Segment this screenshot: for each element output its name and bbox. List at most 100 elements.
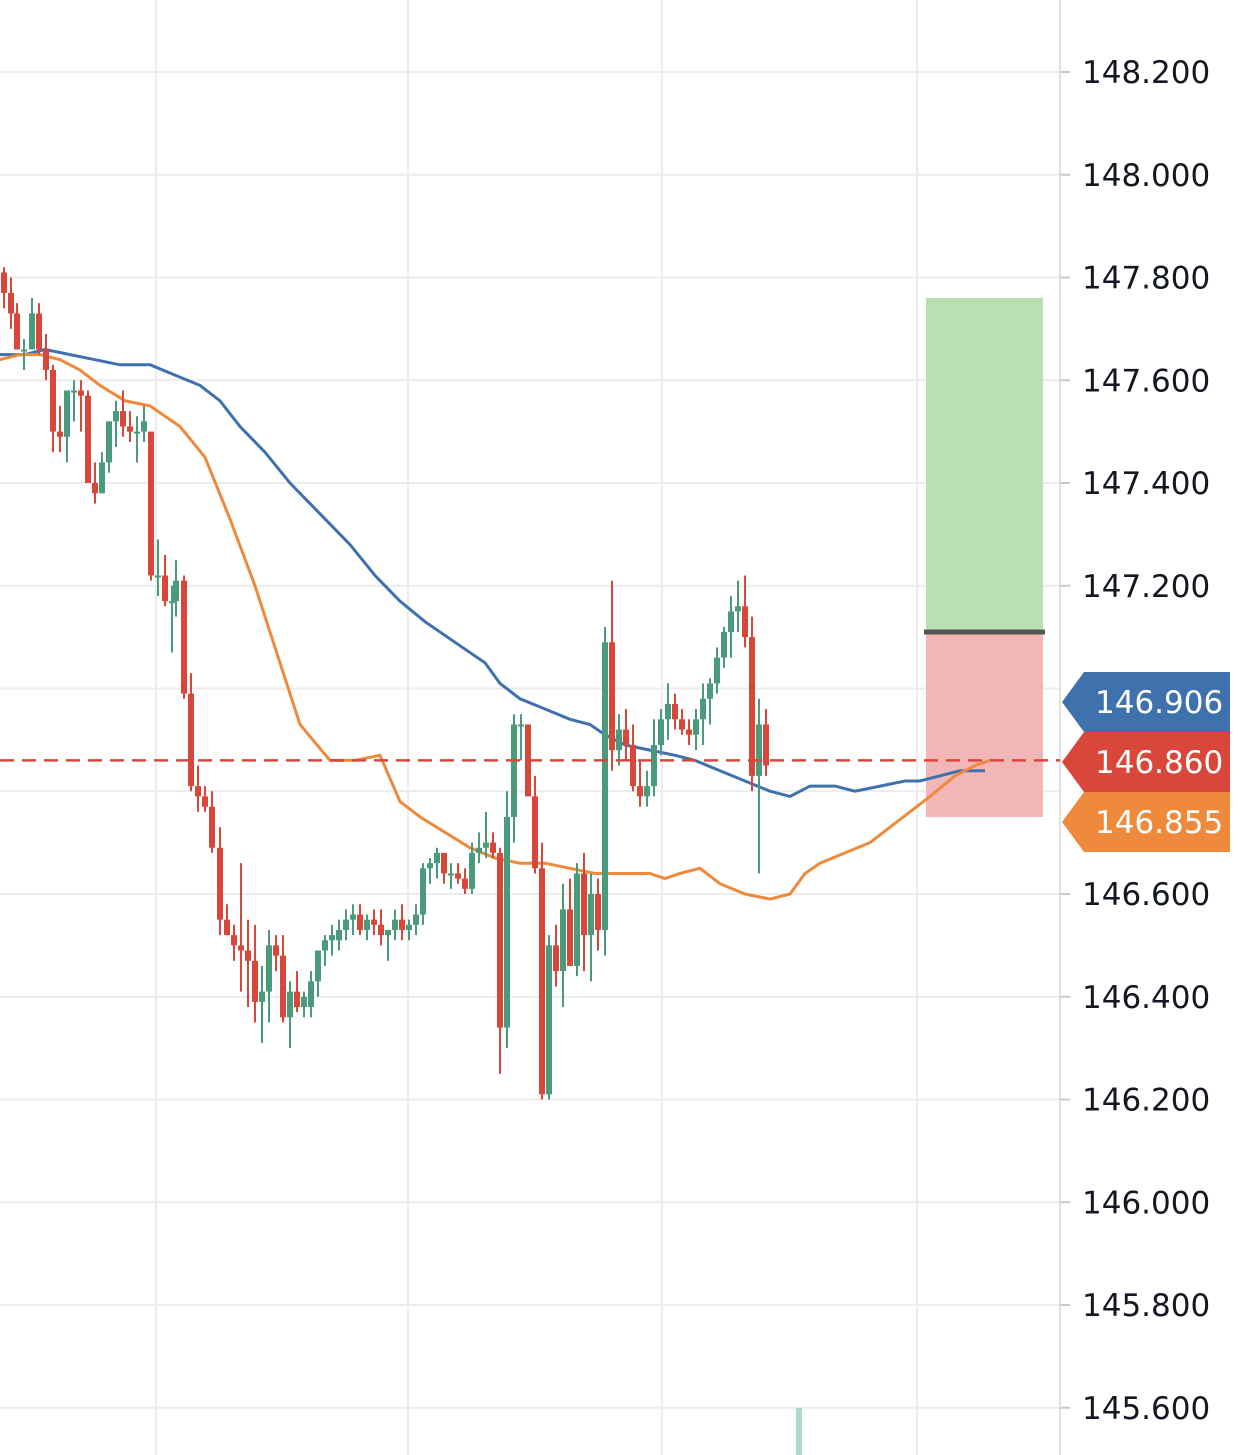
candle (700, 683, 706, 746)
candle (756, 698, 762, 874)
candle (50, 364, 56, 453)
candle-body (127, 426, 133, 432)
candle (85, 390, 91, 483)
candle-body (350, 914, 356, 920)
candle (322, 935, 328, 966)
candle-body (707, 683, 713, 699)
candle (127, 411, 133, 442)
price-axis-label: 147.800 (1082, 261, 1210, 297)
candle-body (71, 390, 77, 393)
candle (623, 709, 629, 761)
candle (602, 626, 608, 956)
target-zone[interactable] (926, 298, 1043, 632)
price-tag-label: 146.906 (1095, 685, 1223, 721)
candle-body (392, 919, 398, 930)
candle-body (497, 852, 503, 1028)
candle-body (413, 914, 419, 925)
candle-body (679, 719, 685, 730)
price-tag-badge (1062, 672, 1230, 732)
position-tool[interactable] (924, 298, 1045, 817)
candle (532, 775, 538, 874)
candle-body (763, 724, 769, 766)
candle (434, 847, 440, 879)
candle (644, 770, 650, 807)
candle (106, 421, 112, 473)
candle-body (92, 483, 98, 494)
candle-body (343, 919, 349, 930)
price-axis[interactable]: 148.200 148.000 147.800 147.600 147.400 147.2… (1060, 55, 1210, 1427)
candle-body (329, 935, 335, 941)
candle-body (651, 745, 657, 787)
candle-body (252, 960, 258, 1002)
candle (78, 380, 84, 432)
candle (1, 267, 7, 309)
candle-body (50, 369, 56, 432)
candle-body (336, 929, 342, 941)
slow-moving-average-line (0, 347, 985, 798)
candle (651, 719, 657, 797)
candle (92, 462, 98, 504)
candle-body (686, 729, 692, 735)
candle-body (162, 575, 168, 602)
price-axis-label: 145.600 (1082, 1391, 1210, 1427)
candle-body (427, 863, 433, 869)
candle (518, 714, 524, 761)
candle-body (141, 421, 147, 432)
candle (399, 904, 405, 941)
candle (637, 760, 643, 807)
candle-body (280, 955, 286, 1018)
candle-body (693, 719, 699, 735)
candle (141, 405, 147, 442)
candle (308, 971, 314, 1018)
candle (245, 919, 251, 1008)
candle (385, 929, 391, 961)
candle-body (539, 868, 545, 1095)
candle (43, 334, 49, 381)
candle-body (462, 878, 468, 889)
candle-body (301, 996, 307, 1008)
candle-body (455, 873, 461, 879)
candle (595, 878, 601, 951)
candle-body (476, 847, 482, 853)
candle-body (231, 935, 237, 946)
candle-body (36, 313, 42, 350)
candle (567, 878, 573, 966)
candle-body (169, 601, 175, 604)
candle (560, 883, 566, 1008)
candle (588, 873, 594, 982)
fast-moving-average-line (0, 353, 991, 901)
candle (476, 832, 482, 864)
candle (266, 929, 272, 1023)
candle-body (308, 981, 314, 1008)
candle-body (385, 929, 391, 936)
candle-body (735, 606, 741, 612)
candle (392, 909, 398, 941)
candle-body (315, 950, 321, 982)
candle (616, 714, 622, 766)
candle-body (155, 575, 161, 578)
candle (378, 909, 384, 946)
candle (162, 554, 168, 607)
candle-body (714, 657, 720, 684)
candle (217, 827, 223, 936)
candle-body (322, 940, 328, 951)
candle (735, 580, 741, 632)
candle (749, 616, 755, 792)
candle (504, 791, 510, 1049)
candle (57, 405, 63, 453)
candle-body (134, 431, 140, 434)
candle (173, 560, 179, 617)
stop-zone[interactable] (926, 631, 1043, 817)
candle-body (57, 431, 63, 437)
candle-body (665, 703, 671, 720)
price-tags: 146.906 146.860 146.855 (1062, 672, 1230, 852)
candle (742, 575, 748, 648)
candle (686, 719, 692, 746)
candle (113, 400, 119, 448)
candle-body (371, 919, 377, 925)
price-tag-badge (1062, 732, 1230, 792)
candle (693, 709, 699, 751)
candle (420, 863, 426, 925)
